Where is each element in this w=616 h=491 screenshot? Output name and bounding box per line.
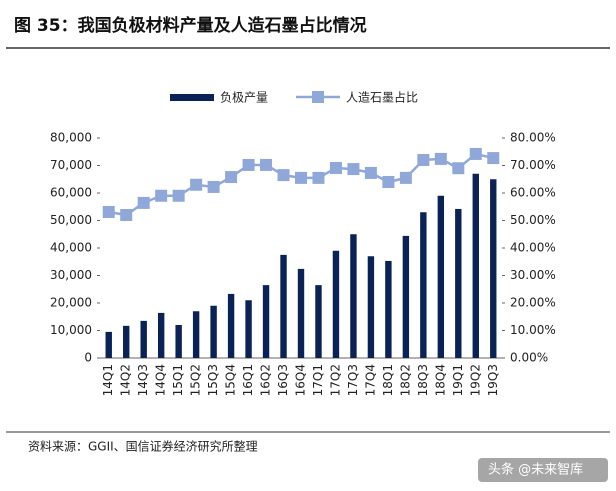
bar: [402, 235, 410, 358]
x-tick-label: 17Q1: [311, 364, 325, 396]
x-tick-label: 18Q4: [433, 364, 447, 396]
line-marker: [207, 180, 220, 193]
bar: [262, 285, 270, 358]
legend-swatch: [170, 94, 214, 101]
bar: [227, 293, 235, 358]
y2-tick-label: 70.00%: [510, 158, 556, 172]
bar: [297, 268, 305, 358]
line-marker: [137, 196, 150, 209]
bar: [105, 331, 112, 358]
line-marker: [242, 158, 255, 171]
line-marker: [329, 161, 342, 174]
line-marker: [295, 171, 307, 184]
x-tick-label: 16Q4: [294, 364, 308, 396]
x-tick-label: 19Q1: [451, 364, 465, 396]
bar: [157, 312, 165, 358]
bar: [367, 256, 375, 358]
line-marker: [225, 171, 238, 184]
bar: [350, 234, 357, 358]
line-marker: [155, 189, 168, 202]
line-marker: [399, 171, 412, 184]
x-tick-label: 15Q1: [171, 364, 185, 396]
line-marker: [452, 162, 465, 175]
x-tick-label: 17Q2: [328, 364, 342, 396]
x-tick-label: 19Q2: [468, 364, 482, 396]
bar: [455, 208, 462, 358]
line-marker: [417, 154, 430, 166]
line-marker: [434, 152, 447, 165]
legend-label: 负极产量: [220, 91, 268, 105]
bar: [385, 260, 392, 358]
line-marker: [277, 169, 290, 182]
line-marker: [347, 163, 360, 176]
y-tick-label: 60,000: [50, 186, 92, 200]
y-tick-label: 70,000: [50, 158, 92, 172]
x-tick-label: 17Q4: [363, 364, 377, 396]
y-tick-label: 50,000: [50, 213, 92, 227]
y2-tick-label: 80.00%: [510, 131, 556, 145]
bar: [280, 254, 287, 358]
bar: [420, 212, 427, 358]
bar: [332, 250, 340, 358]
line-marker: [260, 158, 273, 171]
y2-tick-label: 40.00%: [510, 241, 556, 255]
y2-tick-label: 60.00%: [510, 186, 556, 200]
y-tick-label: 80,000: [50, 131, 92, 145]
watermark: 头条 @未来智库: [488, 462, 583, 478]
y2-tick-label: 10.00%: [510, 323, 556, 337]
x-tick-label: 14Q2: [119, 364, 133, 396]
x-tick-label: 16Q2: [259, 364, 273, 396]
y2-tick-label: 20.00%: [510, 296, 556, 310]
x-tick-label: 15Q3: [206, 364, 220, 396]
line-marker: [364, 166, 377, 179]
y2-tick-label: 30.00%: [510, 268, 556, 282]
source-note: 资料来源：GGII、国信证券经济研究所整理: [28, 439, 258, 454]
bar: [210, 305, 217, 358]
bar: [437, 195, 445, 358]
x-tick-label: 14Q1: [101, 364, 115, 396]
x-tick-label: 18Q2: [398, 364, 412, 396]
x-tick-label: 16Q3: [276, 364, 290, 396]
y-tick-label: 30,000: [50, 268, 92, 282]
legend-label: 人造石墨占比: [346, 90, 418, 105]
x-tick-label: 15Q4: [224, 364, 238, 396]
bar: [490, 179, 497, 358]
x-tick-label: 19Q3: [486, 364, 500, 396]
line-marker: [487, 152, 500, 165]
x-tick-label: 16Q1: [241, 364, 255, 396]
y-tick-label: 40,000: [50, 241, 92, 255]
line-marker: [120, 209, 133, 221]
line-marker: [102, 205, 115, 218]
x-tick-label: 17Q3: [346, 364, 360, 396]
y2-tick-label: 50.00%: [510, 213, 556, 227]
bar: [192, 311, 200, 358]
x-tick-label: 14Q4: [154, 364, 168, 396]
x-tick-label: 14Q3: [136, 364, 150, 396]
chart-title: 图 35：我国负极材料产量及人造石墨占比情况: [14, 15, 367, 36]
line-marker: [172, 189, 185, 202]
x-tick-label: 18Q1: [381, 364, 395, 396]
y-tick-label: 10,000: [50, 323, 92, 337]
y-tick-label: 20,000: [50, 296, 92, 310]
watermark-bg: [478, 458, 608, 482]
line-marker: [382, 176, 395, 188]
y-tick-label: 0: [84, 351, 92, 365]
legend-marker: [312, 91, 324, 103]
line-marker: [312, 171, 325, 184]
bar: [175, 325, 182, 358]
bar: [315, 285, 322, 358]
bar: [472, 173, 479, 358]
line-marker: [469, 147, 482, 160]
x-tick-label: 15Q2: [189, 364, 203, 396]
bar: [123, 325, 130, 358]
line-marker: [190, 178, 203, 191]
y2-tick-label: 0.00%: [510, 351, 548, 365]
bar: [245, 300, 252, 358]
bar: [140, 320, 147, 358]
x-tick-label: 18Q3: [416, 364, 430, 396]
